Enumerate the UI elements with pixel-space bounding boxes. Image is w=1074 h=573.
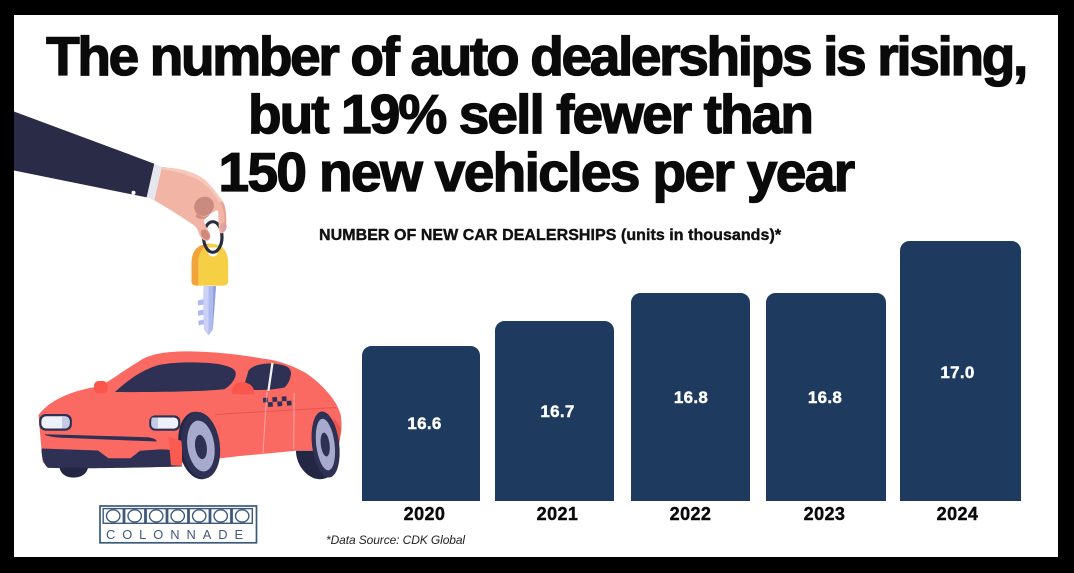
svg-text:COLONNADE: COLONNADE	[106, 527, 250, 542]
